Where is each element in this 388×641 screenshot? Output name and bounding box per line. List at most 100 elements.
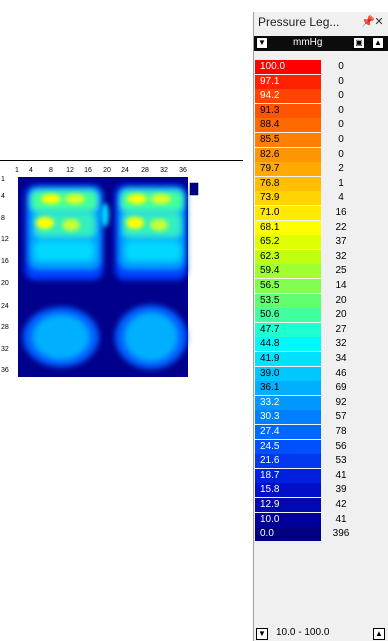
x-tick-label: 1 <box>15 167 19 174</box>
unit-dropdown-button[interactable]: ▼ <box>256 37 268 49</box>
range-dropdown-button[interactable]: ▼ <box>256 628 268 640</box>
y-tick-label: 12 <box>1 236 9 243</box>
legend-row: 71.0 16 <box>255 206 375 220</box>
y-tick-label: 16 <box>1 258 9 265</box>
pressure-map[interactable] <box>9 177 199 377</box>
legend-count: 53 <box>335 455 347 467</box>
pressure-legend-panel: Pressure Leg... 📌 ✕ ▼ mmHg ▣ ▲ 100.0 0 97.… <box>253 12 388 641</box>
legend-row: 47.7 27 <box>255 322 375 337</box>
legend-value: 53.5 <box>260 294 280 306</box>
legend-row: 21.6 53 <box>255 454 375 469</box>
legend-color-swatch: 12.9 <box>255 498 321 512</box>
pin-icon[interactable]: 📌 <box>361 16 375 28</box>
legend-row: 85.5 0 <box>255 133 375 147</box>
legend-color-swatch: 62.3 <box>255 249 321 264</box>
legend-value: 47.7 <box>260 323 280 335</box>
legend-value: 15.8 <box>260 484 280 496</box>
legend-color-swatch: 39.0 <box>255 366 321 381</box>
y-tick-label: 36 <box>1 367 9 374</box>
legend-color-swatch: 10.0 <box>255 512 321 527</box>
x-tick-label: 16 <box>84 167 92 174</box>
legend-count: 0 <box>338 104 344 116</box>
legend-row: 76.8 1 <box>255 176 375 191</box>
legend-value: 18.7 <box>260 469 280 481</box>
legend-count: 46 <box>335 367 347 379</box>
range-label: 10.0 - 100.0 <box>276 627 330 638</box>
range-up-button[interactable]: ▲ <box>373 628 385 640</box>
legend-count: 32 <box>335 250 347 262</box>
legend-color-swatch: 18.7 <box>255 468 321 483</box>
legend-value: 21.6 <box>260 455 280 467</box>
legend-value: 97.1 <box>260 75 280 87</box>
scroll-up-button[interactable]: ▲ <box>372 37 384 49</box>
x-tick-label: 28 <box>141 167 149 174</box>
legend-row: 82.6 0 <box>255 147 375 162</box>
legend-value: 79.7 <box>260 163 280 175</box>
legend-row: 12.9 42 <box>255 498 375 512</box>
y-tick-label: 8 <box>1 215 5 222</box>
legend-row: 100.0 0 <box>255 60 375 74</box>
legend-color-swatch: 76.8 <box>255 176 321 191</box>
legend-count: 0 <box>338 148 344 160</box>
legend-row: 73.9 4 <box>255 191 375 206</box>
legend-count: 37 <box>335 236 347 248</box>
legend-row: 53.5 20 <box>255 293 375 308</box>
legend-row: 68.1 22 <box>255 220 375 235</box>
legend-row: 15.8 39 <box>255 483 375 498</box>
legend-row: 18.7 41 <box>255 468 375 483</box>
legend-value: 91.3 <box>260 104 280 116</box>
legend-color-swatch: 97.1 <box>255 74 321 89</box>
x-tick-label: 8 <box>49 167 53 174</box>
legend-count: 22 <box>335 221 347 233</box>
x-tick-label: 36 <box>179 167 187 174</box>
legend-color-swatch: 33.2 <box>255 395 321 410</box>
y-tick-label: 20 <box>1 280 9 287</box>
legend-color-swatch: 41.9 <box>255 352 321 366</box>
heatmap-edge-cell <box>189 182 199 196</box>
legend-row: 10.0 41 <box>255 512 375 527</box>
legend-color-swatch: 85.5 <box>255 133 321 147</box>
legend-title-bar[interactable]: Pressure Leg... 📌 ✕ <box>254 12 388 32</box>
heatmap-top-rule <box>0 160 243 161</box>
legend-count: 92 <box>335 396 347 408</box>
x-tick-label: 12 <box>66 167 74 174</box>
legend-value: 36.1 <box>260 382 280 394</box>
legend-value: 68.1 <box>260 221 280 233</box>
x-tick-label: 32 <box>160 167 168 174</box>
legend-color-swatch: 65.2 <box>255 235 321 250</box>
legend-count: 27 <box>335 323 347 335</box>
legend-color-swatch: 71.0 <box>255 206 321 220</box>
legend-count: 0 <box>338 75 344 87</box>
legend-row: 79.7 2 <box>255 162 375 177</box>
legend-value: 59.4 <box>260 265 280 277</box>
legend-value: 24.5 <box>260 440 280 452</box>
legend-count: 0 <box>338 134 344 145</box>
legend-value: 71.0 <box>260 207 280 218</box>
legend-value: 33.2 <box>260 396 280 408</box>
toolbar-split-icon[interactable]: ▣ <box>353 37 365 49</box>
legend-value: 73.9 <box>260 192 280 204</box>
legend-row: 27.4 78 <box>255 425 375 439</box>
legend-value: 27.4 <box>260 426 280 437</box>
legend-count: 0 <box>338 119 344 131</box>
legend-color-swatch: 53.5 <box>255 293 321 308</box>
legend-row: 88.4 0 <box>255 118 375 133</box>
legend-count: 57 <box>335 411 347 423</box>
legend-color-swatch: 36.1 <box>255 381 321 396</box>
legend-row: 39.0 46 <box>255 366 375 381</box>
legend-color-swatch: 15.8 <box>255 483 321 498</box>
legend-count: 42 <box>335 499 347 510</box>
legend-count: 41 <box>335 513 347 525</box>
legend-value: 50.6 <box>260 309 280 321</box>
legend-count: 14 <box>335 280 347 291</box>
legend-count: 25 <box>335 265 347 277</box>
legend-color-swatch: 88.4 <box>255 118 321 133</box>
legend-value: 41.9 <box>260 353 280 364</box>
legend-count: 56 <box>335 440 347 452</box>
legend-color-swatch: 21.6 <box>255 454 321 469</box>
legend-count: 34 <box>335 353 347 364</box>
close-icon[interactable]: ✕ <box>374 16 384 28</box>
legend-row: 97.1 0 <box>255 74 375 89</box>
legend-value: 44.8 <box>260 338 280 350</box>
legend-value: 12.9 <box>260 499 280 510</box>
